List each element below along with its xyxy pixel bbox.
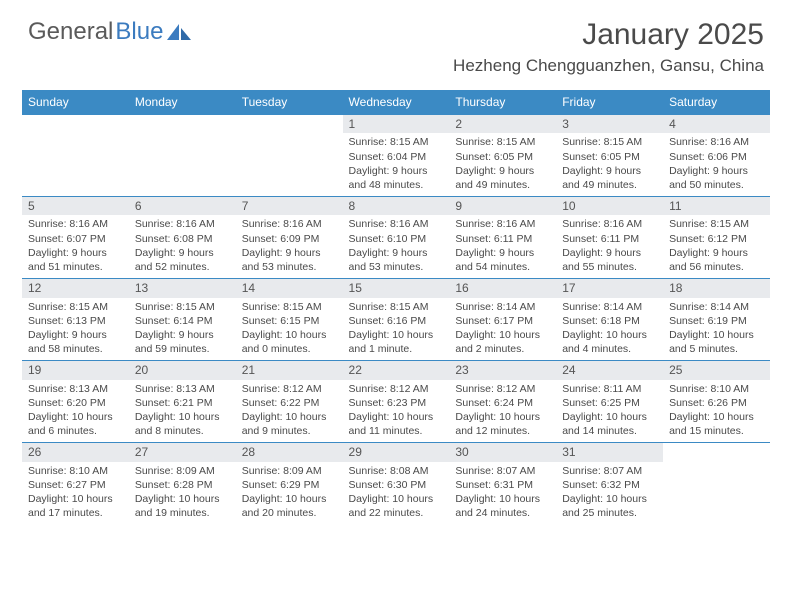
- week-3-daynum-row: 19202122232425: [22, 361, 770, 380]
- day-31-number: 31: [556, 443, 663, 462]
- day-16-details: Sunrise: 8:14 AMSunset: 6:17 PMDaylight:…: [449, 298, 556, 361]
- day-15-number: 15: [343, 279, 450, 298]
- week-1-detail-row: Sunrise: 8:16 AMSunset: 6:07 PMDaylight:…: [22, 215, 770, 278]
- day-10-number: 10: [556, 197, 663, 216]
- day-14-number: 14: [236, 279, 343, 298]
- day-31-details: Sunrise: 8:07 AMSunset: 6:32 PMDaylight:…: [556, 462, 663, 525]
- week-4-daynum-row: 262728293031: [22, 443, 770, 462]
- week-0-daynum-row: 1234: [22, 115, 770, 134]
- week-3-detail-row: Sunrise: 8:13 AMSunset: 6:20 PMDaylight:…: [22, 380, 770, 443]
- weekday-saturday: Saturday: [663, 90, 770, 115]
- day-25-number: 25: [663, 361, 770, 380]
- day-2-details: Sunrise: 8:15 AMSunset: 6:05 PMDaylight:…: [449, 133, 556, 196]
- day-17-details: Sunrise: 8:14 AMSunset: 6:18 PMDaylight:…: [556, 298, 663, 361]
- week-2-daynum-row: 12131415161718: [22, 279, 770, 298]
- day-12-number: 12: [22, 279, 129, 298]
- header: GeneralBlue January 2025 Hezheng Chenggu…: [0, 0, 792, 82]
- day-5-details: Sunrise: 8:16 AMSunset: 6:07 PMDaylight:…: [22, 215, 129, 278]
- empty-cell: [663, 443, 770, 462]
- day-22-details: Sunrise: 8:12 AMSunset: 6:23 PMDaylight:…: [343, 380, 450, 443]
- day-17-number: 17: [556, 279, 663, 298]
- week-1-daynum-row: 567891011: [22, 197, 770, 216]
- day-5-number: 5: [22, 197, 129, 216]
- weekday-friday: Friday: [556, 90, 663, 115]
- day-10-details: Sunrise: 8:16 AMSunset: 6:11 PMDaylight:…: [556, 215, 663, 278]
- day-6-details: Sunrise: 8:16 AMSunset: 6:08 PMDaylight:…: [129, 215, 236, 278]
- empty-cell: [22, 115, 129, 134]
- day-23-number: 23: [449, 361, 556, 380]
- day-3-number: 3: [556, 115, 663, 134]
- day-29-number: 29: [343, 443, 450, 462]
- day-23-details: Sunrise: 8:12 AMSunset: 6:24 PMDaylight:…: [449, 380, 556, 443]
- title-block: January 2025 Hezheng Chengguanzhen, Gans…: [453, 18, 764, 76]
- day-29-details: Sunrise: 8:08 AMSunset: 6:30 PMDaylight:…: [343, 462, 450, 525]
- day-8-details: Sunrise: 8:16 AMSunset: 6:10 PMDaylight:…: [343, 215, 450, 278]
- day-9-number: 9: [449, 197, 556, 216]
- day-14-details: Sunrise: 8:15 AMSunset: 6:15 PMDaylight:…: [236, 298, 343, 361]
- day-11-number: 11: [663, 197, 770, 216]
- logo-text-1: General: [28, 18, 113, 46]
- empty-cell: [129, 115, 236, 134]
- logo-sail-icon: [167, 22, 193, 42]
- week-0-detail-row: Sunrise: 8:15 AMSunset: 6:04 PMDaylight:…: [22, 133, 770, 196]
- calendar-table: SundayMondayTuesdayWednesdayThursdayFrid…: [22, 90, 770, 524]
- day-1-details: Sunrise: 8:15 AMSunset: 6:04 PMDaylight:…: [343, 133, 450, 196]
- day-18-number: 18: [663, 279, 770, 298]
- calendar-head: SundayMondayTuesdayWednesdayThursdayFrid…: [22, 90, 770, 115]
- weekday-tuesday: Tuesday: [236, 90, 343, 115]
- weekday-sunday: Sunday: [22, 90, 129, 115]
- day-1-number: 1: [343, 115, 450, 134]
- day-13-number: 13: [129, 279, 236, 298]
- day-30-details: Sunrise: 8:07 AMSunset: 6:31 PMDaylight:…: [449, 462, 556, 525]
- day-26-number: 26: [22, 443, 129, 462]
- logo-text-2: Blue: [115, 18, 163, 46]
- day-9-details: Sunrise: 8:16 AMSunset: 6:11 PMDaylight:…: [449, 215, 556, 278]
- day-30-number: 30: [449, 443, 556, 462]
- day-7-number: 7: [236, 197, 343, 216]
- day-18-details: Sunrise: 8:14 AMSunset: 6:19 PMDaylight:…: [663, 298, 770, 361]
- day-24-number: 24: [556, 361, 663, 380]
- empty-cell: [129, 133, 236, 196]
- day-19-details: Sunrise: 8:13 AMSunset: 6:20 PMDaylight:…: [22, 380, 129, 443]
- day-11-details: Sunrise: 8:15 AMSunset: 6:12 PMDaylight:…: [663, 215, 770, 278]
- location: Hezheng Chengguanzhen, Gansu, China: [453, 56, 764, 76]
- empty-cell: [236, 133, 343, 196]
- day-25-details: Sunrise: 8:10 AMSunset: 6:26 PMDaylight:…: [663, 380, 770, 443]
- day-12-details: Sunrise: 8:15 AMSunset: 6:13 PMDaylight:…: [22, 298, 129, 361]
- month-title: January 2025: [453, 18, 764, 52]
- day-21-number: 21: [236, 361, 343, 380]
- week-4-detail-row: Sunrise: 8:10 AMSunset: 6:27 PMDaylight:…: [22, 462, 770, 525]
- calendar-body: 1234Sunrise: 8:15 AMSunset: 6:04 PMDayli…: [22, 115, 770, 525]
- weekday-monday: Monday: [129, 90, 236, 115]
- day-16-number: 16: [449, 279, 556, 298]
- day-21-details: Sunrise: 8:12 AMSunset: 6:22 PMDaylight:…: [236, 380, 343, 443]
- day-22-number: 22: [343, 361, 450, 380]
- day-4-number: 4: [663, 115, 770, 134]
- day-4-details: Sunrise: 8:16 AMSunset: 6:06 PMDaylight:…: [663, 133, 770, 196]
- day-3-details: Sunrise: 8:15 AMSunset: 6:05 PMDaylight:…: [556, 133, 663, 196]
- day-27-details: Sunrise: 8:09 AMSunset: 6:28 PMDaylight:…: [129, 462, 236, 525]
- day-27-number: 27: [129, 443, 236, 462]
- day-13-details: Sunrise: 8:15 AMSunset: 6:14 PMDaylight:…: [129, 298, 236, 361]
- empty-cell: [22, 133, 129, 196]
- logo: GeneralBlue: [28, 18, 193, 46]
- empty-cell: [236, 115, 343, 134]
- week-2-detail-row: Sunrise: 8:15 AMSunset: 6:13 PMDaylight:…: [22, 298, 770, 361]
- weekday-wednesday: Wednesday: [343, 90, 450, 115]
- day-15-details: Sunrise: 8:15 AMSunset: 6:16 PMDaylight:…: [343, 298, 450, 361]
- day-7-details: Sunrise: 8:16 AMSunset: 6:09 PMDaylight:…: [236, 215, 343, 278]
- day-28-details: Sunrise: 8:09 AMSunset: 6:29 PMDaylight:…: [236, 462, 343, 525]
- day-19-number: 19: [22, 361, 129, 380]
- day-28-number: 28: [236, 443, 343, 462]
- day-24-details: Sunrise: 8:11 AMSunset: 6:25 PMDaylight:…: [556, 380, 663, 443]
- day-6-number: 6: [129, 197, 236, 216]
- day-20-details: Sunrise: 8:13 AMSunset: 6:21 PMDaylight:…: [129, 380, 236, 443]
- empty-cell: [663, 462, 770, 525]
- day-26-details: Sunrise: 8:10 AMSunset: 6:27 PMDaylight:…: [22, 462, 129, 525]
- weekday-row: SundayMondayTuesdayWednesdayThursdayFrid…: [22, 90, 770, 115]
- day-20-number: 20: [129, 361, 236, 380]
- weekday-thursday: Thursday: [449, 90, 556, 115]
- day-8-number: 8: [343, 197, 450, 216]
- day-2-number: 2: [449, 115, 556, 134]
